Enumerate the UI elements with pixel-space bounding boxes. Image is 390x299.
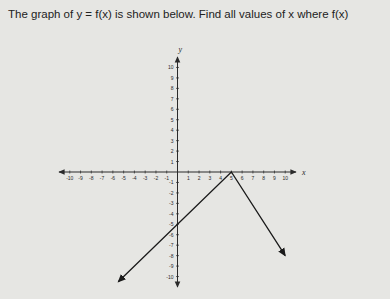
y-tick-label: -7 (169, 242, 174, 248)
y-tick-label: -2 (169, 190, 174, 196)
x-tick-label: 4 (219, 175, 222, 181)
y-tick (176, 266, 179, 267)
y-axis (177, 57, 178, 287)
x-tick-label: -4 (132, 175, 137, 181)
x-tick-label: -2 (154, 175, 159, 181)
x-tick-label: -10 (66, 175, 73, 181)
x-tick-label: 1 (187, 175, 190, 181)
y-tick-label: -3 (169, 200, 174, 206)
y-tick-label: -9 (169, 263, 174, 269)
y-tick (176, 151, 179, 152)
x-tick (123, 171, 124, 174)
y-tick-label: -4 (169, 211, 174, 217)
y-tick-label: 5 (171, 117, 174, 123)
x-tick-label: 5 (230, 175, 233, 181)
x-tick-label: -5 (121, 175, 126, 181)
y-tick-label: 3 (171, 138, 174, 144)
x-tick (80, 171, 81, 174)
y-tick-label: 2 (171, 148, 174, 154)
x-tick-label: 9 (273, 175, 276, 181)
x-tick-label: 10 (282, 175, 288, 181)
x-tick-label: 7 (252, 175, 255, 181)
x-tick-label: 6 (241, 175, 244, 181)
y-tick-label: 4 (171, 127, 174, 133)
y-tick-label: 8 (171, 85, 174, 91)
x-tick (209, 171, 210, 174)
y-tick (176, 67, 179, 68)
y-tick (176, 98, 179, 99)
y-tick-label: 9 (171, 75, 174, 81)
x-tick-label: 2 (198, 175, 201, 181)
y-tick (176, 77, 179, 78)
y-tick-label: 10 (168, 64, 174, 70)
x-tick (166, 171, 167, 174)
plot-area (118, 172, 285, 282)
y-tick (176, 109, 179, 110)
x-tick-label: -6 (111, 175, 116, 181)
x-tick-label: -8 (89, 175, 94, 181)
y-tick-label: -5 (169, 221, 174, 227)
y-tick (176, 88, 179, 89)
x-tick (274, 171, 275, 174)
x-tick (69, 171, 70, 174)
x-tick (252, 171, 253, 174)
function-line (118, 172, 285, 282)
y-tick (176, 182, 179, 183)
y-tick-label: 6 (171, 106, 174, 112)
x-tick-label: 8 (262, 175, 265, 181)
y-tick (176, 255, 179, 256)
y-tick (176, 140, 179, 141)
y-tick (176, 130, 179, 131)
y-tick (176, 245, 179, 246)
y-tick (176, 234, 179, 235)
x-tick-label: -9 (78, 175, 83, 181)
chart: The graph of y = f(x) is shown below. Fi… (0, 0, 390, 299)
y-tick-label: 1 (171, 159, 174, 165)
y-tick (176, 203, 179, 204)
x-tick (102, 171, 103, 174)
y-tick (176, 276, 179, 277)
y-tick-label: -1 (169, 179, 174, 185)
x-tick (134, 171, 135, 174)
x-tick (199, 171, 200, 174)
y-tick-label: -8 (169, 253, 174, 259)
x-tick (155, 171, 156, 174)
y-tick (176, 213, 179, 214)
x-tick (145, 171, 146, 174)
x-tick (242, 171, 243, 174)
x-tick (285, 171, 286, 174)
x-tick-label: -3 (143, 175, 148, 181)
x-tick (263, 171, 264, 174)
y-tick (176, 192, 179, 193)
y-tick-label: -10 (166, 274, 173, 280)
x-axis-label: x (301, 168, 306, 177)
y-tick (176, 119, 179, 120)
x-tick (112, 171, 113, 174)
x-tick (220, 171, 221, 174)
x-tick (188, 171, 189, 174)
title: The graph of y = f(x) is shown below. Fi… (8, 8, 349, 20)
x-tick-label: -7 (100, 175, 105, 181)
y-axis-label: y (178, 45, 183, 54)
x-tick-label: 3 (208, 175, 211, 181)
y-tick-label: 7 (171, 96, 174, 102)
y-tick (176, 161, 179, 162)
x-tick (91, 171, 92, 174)
